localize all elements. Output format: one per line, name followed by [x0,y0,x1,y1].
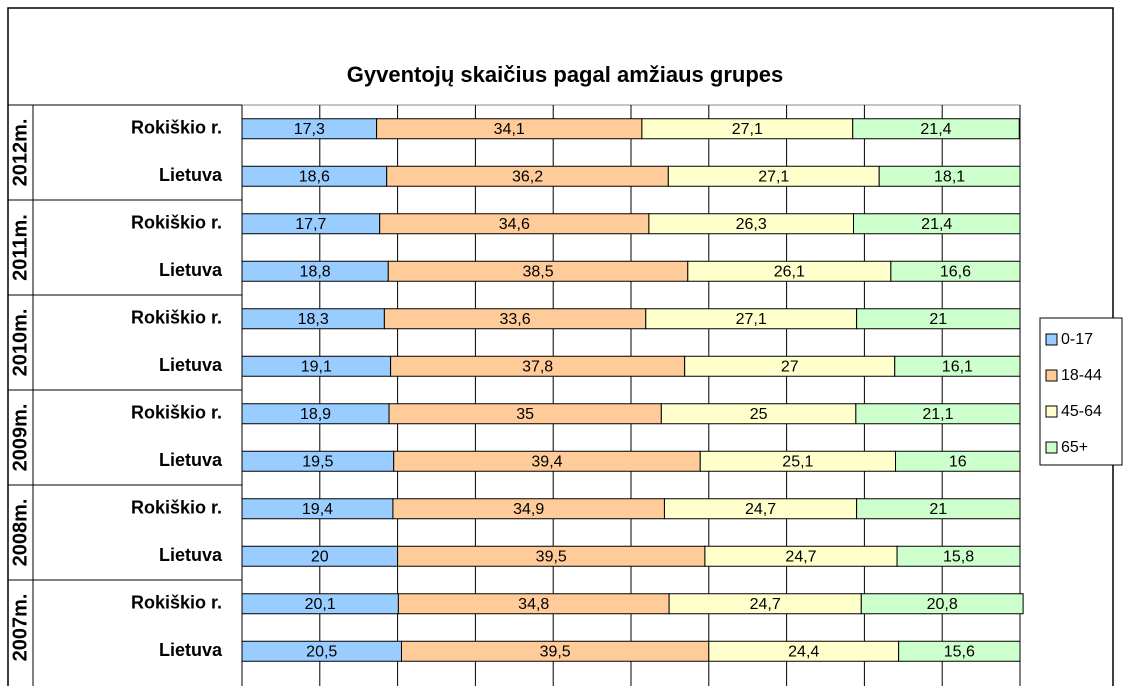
data-label: 20 [311,548,329,565]
y-tick-label: Lietuva [159,545,223,565]
bar-segment [856,308,1021,330]
bar-segment [898,640,1021,662]
group-label: 2011m. [9,214,31,281]
bar-segment [896,545,1021,567]
y-tick-label: Lietuva [159,165,223,185]
data-label: 34,9 [513,501,544,518]
data-label: 17,7 [295,216,326,233]
data-label: 21,4 [921,216,952,233]
y-tick-label: Lietuva [159,260,223,280]
data-label: 35 [516,406,534,423]
legend-swatch [1045,333,1058,346]
legend-label: 45-64 [1061,403,1102,420]
data-label: 19,1 [301,358,332,375]
legend-label: 0-17 [1061,331,1093,348]
data-label: 21 [929,311,947,328]
data-label: 39,5 [540,643,571,660]
y-tick-label: Rokiškio r. [131,498,222,518]
data-label: 21,4 [920,121,951,138]
data-label: 24,7 [750,596,781,613]
data-label: 34,8 [518,596,549,613]
y-tick-label: Lietuva [159,355,223,375]
data-label: 26,1 [774,263,805,280]
data-label: 27,1 [736,311,767,328]
data-label: 18,8 [300,263,331,280]
y-tick-label: Lietuva [159,450,223,470]
data-label: 34,1 [494,121,525,138]
y-tick-label: Rokiškio r. [131,308,222,328]
legend-swatch [1045,405,1058,418]
data-label: 18,3 [298,311,329,328]
data-label: 24,7 [745,501,776,518]
bar-segment [895,450,1021,472]
data-label: 26,3 [736,216,767,233]
data-label: 18,1 [934,168,965,185]
legend-swatch [1045,369,1058,382]
chart-title: Gyventojų skaičius pagal amžiaus grupes [347,62,784,87]
data-label: 37,8 [522,358,553,375]
data-label: 39,4 [531,453,562,470]
data-label: 33,6 [500,311,531,328]
bar-segment [878,165,1021,187]
data-label: 17,3 [294,121,325,138]
group-label: 2008m. [9,499,31,567]
data-label: 24,7 [785,548,816,565]
data-label: 20,1 [305,596,336,613]
data-label: 16,1 [942,358,973,375]
data-label: 15,8 [943,548,974,565]
y-tick-label: Rokiškio r. [131,118,222,138]
data-label: 16 [949,453,967,470]
data-label: 21,1 [922,406,953,423]
group-label: 2010m. [9,309,31,377]
data-label: 36,2 [512,168,543,185]
data-label: 34,6 [499,216,530,233]
data-label: 38,5 [522,263,553,280]
bar-segment [894,355,1021,377]
data-label: 27,1 [758,168,789,185]
y-tick-label: Lietuva [159,640,223,660]
group-label: 2007m. [9,594,31,662]
bar-segment [890,260,1021,282]
data-label: 20,8 [927,596,958,613]
data-label: 20,5 [306,643,337,660]
data-label: 16,6 [940,263,971,280]
bar-segment [853,213,1021,235]
legend-label: 18-44 [1061,367,1102,384]
y-tick-label: Rokiškio r. [131,213,222,233]
bar-segment [855,403,1021,425]
data-label: 18,9 [300,406,331,423]
y-tick-label: Rokiškio r. [131,593,222,613]
bar-segment [852,118,1020,140]
data-label: 24,4 [788,643,819,660]
data-label: 25,1 [782,453,813,470]
group-label: 2009m. [9,404,31,472]
data-label: 19,5 [302,453,333,470]
data-label: 18,6 [299,168,330,185]
bar-segment [856,498,1021,520]
data-label: 21 [929,501,947,518]
data-label: 15,6 [944,643,975,660]
legend-swatch [1045,441,1058,454]
data-label: 19,4 [302,501,333,518]
data-label: 39,5 [536,548,567,565]
y-tick-label: Rokiškio r. [131,403,222,423]
bar-segment [860,593,1024,615]
data-label: 25 [750,406,768,423]
data-label: 27 [781,358,799,375]
legend-label: 65+ [1061,439,1088,456]
chart-border [7,7,1114,686]
data-label: 27,1 [732,121,763,138]
group-label: 2012m. [9,119,31,187]
